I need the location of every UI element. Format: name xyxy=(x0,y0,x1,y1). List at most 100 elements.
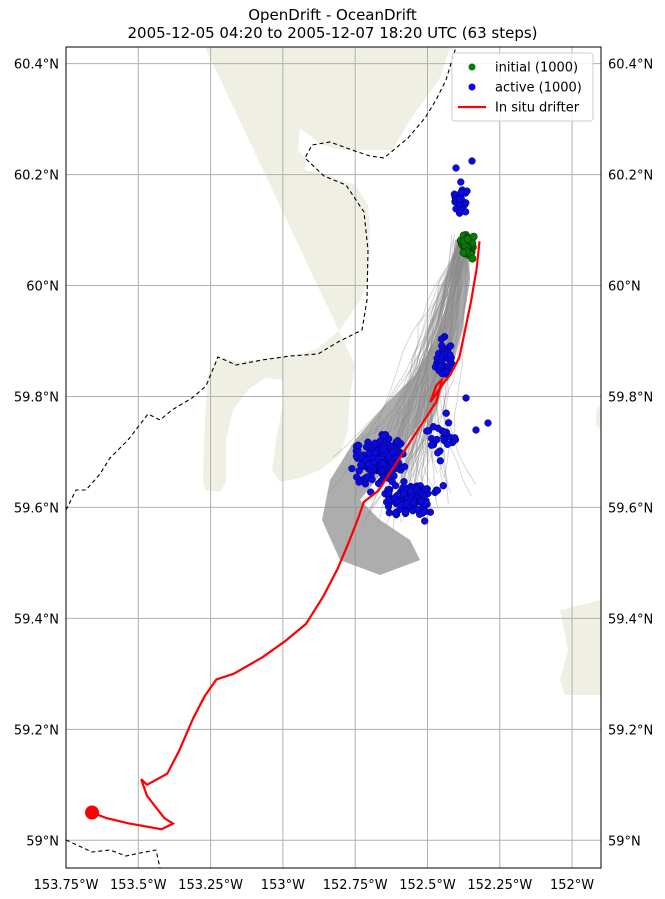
lat-tick-label: 59.6°N xyxy=(14,501,59,516)
active-particle xyxy=(385,509,393,517)
active-particle xyxy=(437,335,446,343)
particle-trajectories xyxy=(322,230,477,575)
lat-tick-label: 60.2°N xyxy=(14,169,59,184)
active-particle xyxy=(484,419,492,427)
drifter-end-marker xyxy=(85,805,100,820)
active-particle xyxy=(451,434,459,442)
lon-tick-label: 153.75°W xyxy=(34,878,99,893)
lat-tick-label: 60°N xyxy=(608,280,641,295)
lon-tick-label: 153.5°W xyxy=(110,878,167,893)
active-particle xyxy=(391,481,400,490)
drifter-line xyxy=(91,241,481,831)
border-lines xyxy=(66,47,457,868)
lat-tick-label: 59.4°N xyxy=(14,612,59,627)
active-particle xyxy=(436,457,444,465)
active-particle xyxy=(438,342,446,350)
active-particle xyxy=(444,419,453,427)
chart-title: OpenDrift - OceanDrift 2005-12-05 04:20 … xyxy=(0,6,665,42)
active-particle xyxy=(462,394,470,402)
active-particle xyxy=(390,494,399,502)
active-particle xyxy=(348,464,356,473)
drifter-track xyxy=(85,241,481,831)
border-line-2 xyxy=(66,839,161,868)
lat-tick-label: 59°N xyxy=(608,834,641,849)
lon-tick-label: 152.5°W xyxy=(399,878,456,893)
active-particle xyxy=(442,409,450,417)
active-particle xyxy=(394,437,402,445)
land-mass-1 xyxy=(203,47,450,492)
active-particle xyxy=(423,427,431,435)
active-particle xyxy=(418,509,427,517)
legend-marker xyxy=(468,63,476,71)
active-particle xyxy=(442,368,450,376)
lon-tick-label: 153.25°W xyxy=(178,878,243,893)
trajectory-plume xyxy=(322,235,470,575)
initial-particle xyxy=(463,235,472,243)
active-particle xyxy=(440,428,448,436)
title-line-1: OpenDrift - OceanDrift xyxy=(248,6,417,24)
lat-tick-label: 60°N xyxy=(26,280,59,295)
active-particle xyxy=(468,157,476,165)
active-particle xyxy=(402,508,410,516)
active-particle xyxy=(437,362,445,370)
legend-box xyxy=(451,52,594,122)
lat-tick-label: 59.2°N xyxy=(14,723,59,738)
lat-tick-label: 59.8°N xyxy=(608,390,653,405)
active-particles xyxy=(348,157,492,525)
active-particle xyxy=(400,463,409,471)
land-mass-3 xyxy=(596,405,601,430)
active-particle xyxy=(371,439,379,447)
legend-label: In situ drifter xyxy=(495,101,580,116)
active-particle xyxy=(452,164,460,172)
lon-tick-label: 152.75°W xyxy=(323,878,388,893)
active-particle xyxy=(463,187,471,195)
lat-tick-label: 59.6°N xyxy=(608,501,653,516)
lat-tick-label: 60.2°N xyxy=(608,169,653,184)
active-particle xyxy=(371,448,379,457)
initial-particle xyxy=(468,254,477,263)
active-particle xyxy=(461,208,470,216)
plot-frame xyxy=(65,46,602,869)
active-particle xyxy=(457,189,465,197)
active-particle xyxy=(365,460,373,468)
border-line-1 xyxy=(66,47,457,511)
lat-tick-label: 59.2°N xyxy=(608,723,653,738)
active-particle xyxy=(407,487,415,495)
land-mass-2 xyxy=(560,600,601,695)
active-particle xyxy=(400,490,408,498)
legend-label: active (1000) xyxy=(495,81,582,96)
active-particle xyxy=(434,424,442,432)
active-particle xyxy=(368,475,376,484)
active-particle xyxy=(457,178,465,186)
lat-tick-label: 59°N xyxy=(26,834,59,849)
active-particle xyxy=(389,448,398,456)
lat-tick-label: 59.8°N xyxy=(14,390,59,405)
active-particle xyxy=(362,443,371,451)
grid-lines xyxy=(66,47,601,868)
active-particle xyxy=(433,435,441,444)
active-particle xyxy=(409,498,418,507)
trajectory-line xyxy=(332,244,461,458)
active-particle xyxy=(434,449,442,457)
active-particle xyxy=(446,342,455,350)
active-particle xyxy=(455,195,464,203)
lat-tick-label: 60.4°N xyxy=(14,58,59,73)
active-particle xyxy=(400,478,408,486)
active-particle xyxy=(355,441,363,450)
initial-particle xyxy=(459,248,468,257)
active-particle xyxy=(379,459,387,467)
latitude-tick-labels-left: 59°N 59.2°N 59.4°N 59.6°N 59.8°N 60°N 60.2°N 60… xyxy=(14,58,59,850)
title-line-2: 2005-12-05 04:20 to 2005-12-07 18:20 UTC… xyxy=(127,24,538,42)
active-particle xyxy=(443,440,452,448)
active-particle xyxy=(391,509,400,517)
legend-label: initial (1000) xyxy=(495,61,578,76)
lat-tick-label: 59.4°N xyxy=(608,612,653,627)
active-particle xyxy=(402,500,410,508)
longitude-tick-labels: 153.75°W 153.5°W 153.25°W 153°W 152.75°W 152.… xyxy=(34,878,595,893)
legend: initial (1000) active (1000) In situ drift… xyxy=(451,52,594,122)
active-particle xyxy=(421,517,429,525)
lon-tick-label: 152.25°W xyxy=(467,878,532,893)
initial-particles xyxy=(456,231,478,263)
active-particle xyxy=(421,485,429,493)
active-particle xyxy=(385,489,393,498)
